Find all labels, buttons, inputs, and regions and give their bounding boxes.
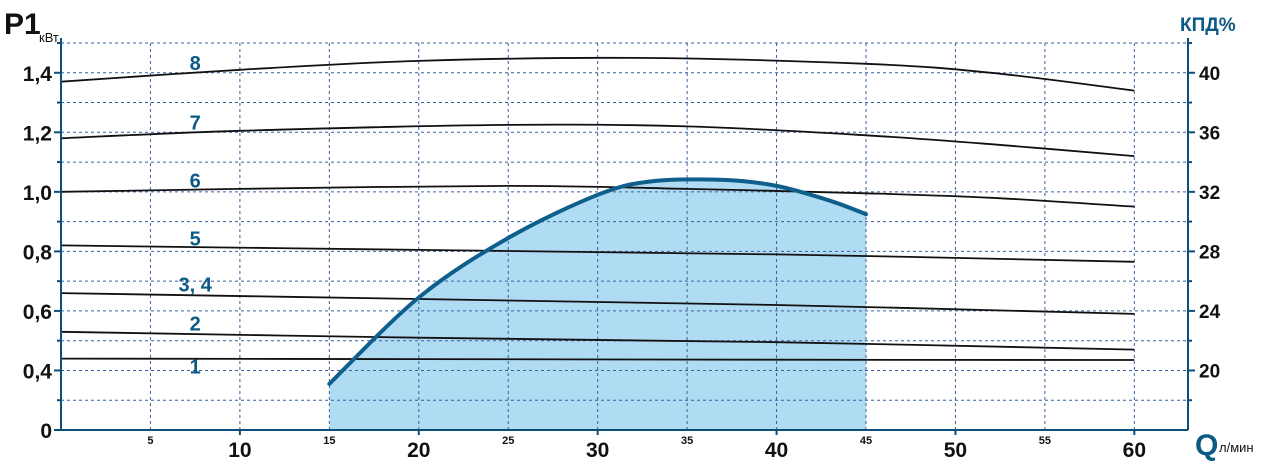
- x-tick-label: 40: [765, 439, 788, 461]
- y-right-tick-label: 20: [1199, 361, 1220, 382]
- x-minor-tick-label: 25: [502, 435, 514, 447]
- x-minor-tick-label: 55: [1039, 435, 1051, 447]
- x-minor-tick-label: 35: [681, 435, 693, 447]
- x-tick-label: 10: [228, 439, 251, 461]
- x-axis-unit: л/мин: [1219, 440, 1254, 455]
- y-left-tick-label: 1,0: [23, 182, 52, 205]
- curve-label: 3, 4: [178, 275, 212, 297]
- y-right-tick-label: 28: [1199, 242, 1220, 263]
- y-left-tick-label: 0: [40, 420, 52, 443]
- curve-label: 2: [190, 313, 201, 335]
- x-tick-label: 30: [586, 439, 609, 461]
- x-minor-tick-label: 5: [147, 435, 153, 447]
- power-line-6: [60, 184, 1135, 208]
- power-line-1: [60, 357, 1135, 361]
- x-minor-tick-label: 45: [860, 435, 872, 447]
- curve-label: 8: [190, 53, 201, 75]
- power-line-2: [60, 330, 1135, 351]
- curve-label: 6: [190, 170, 201, 192]
- y-left-tick-label: 1,4: [23, 63, 53, 86]
- y-right-tick-label: 36: [1199, 123, 1220, 144]
- power-line-5: [60, 244, 1135, 263]
- y-left-tick-label: 0,6: [23, 301, 52, 324]
- power-line-7: [60, 123, 1135, 157]
- efficiency-curve: [327, 177, 868, 386]
- curve-label: 5: [190, 228, 201, 250]
- x-tick-label: 50: [944, 439, 967, 461]
- x-tick-label: 20: [407, 439, 430, 461]
- y-left-tick-label: 1,2: [23, 122, 52, 145]
- y-right-tick-label: 40: [1199, 64, 1220, 85]
- curve-label: 1: [190, 356, 201, 378]
- y-left-axis-title: P1: [4, 8, 41, 41]
- y-left-tick-label: 0,8: [23, 241, 53, 264]
- y-right-axis-title: КПД%: [1180, 15, 1236, 36]
- curve-label: 7: [190, 112, 201, 134]
- y-right-tick-label: 32: [1199, 183, 1220, 204]
- x-minor-tick-label: 15: [323, 435, 335, 447]
- x-axis-title: Q: [1195, 429, 1218, 461]
- efficiency-area: [329, 179, 866, 430]
- y-left-tick-label: 0,4: [23, 360, 53, 383]
- y-right-tick-label: 24: [1199, 302, 1221, 323]
- power-line-8: [60, 56, 1135, 92]
- y-left-axis-unit: кВт: [39, 30, 59, 45]
- x-tick-label: 60: [1123, 439, 1146, 461]
- power-line-3-4: [60, 292, 1135, 315]
